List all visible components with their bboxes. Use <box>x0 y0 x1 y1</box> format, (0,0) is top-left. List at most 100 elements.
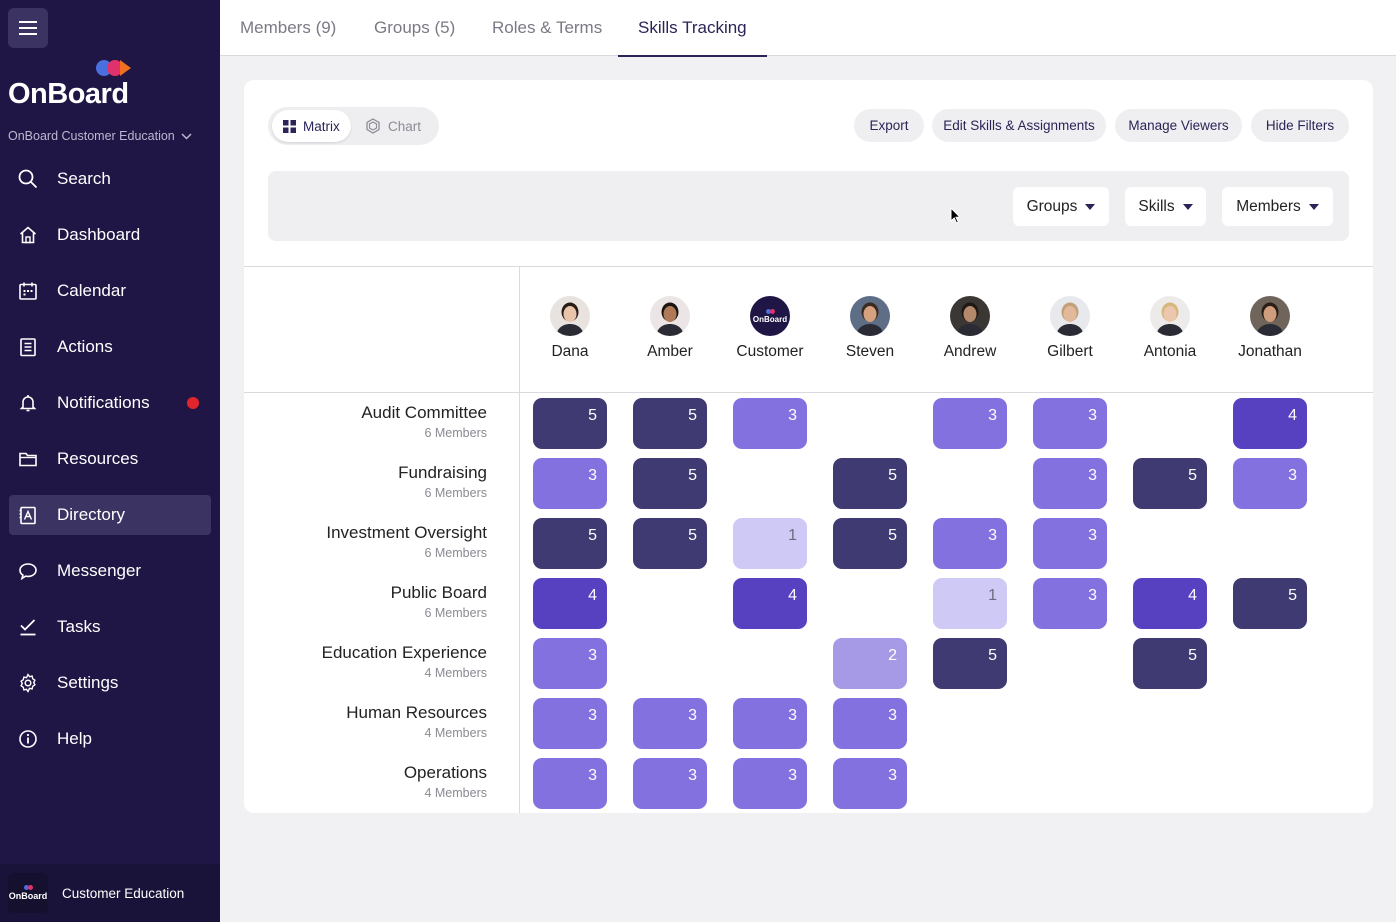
skill-score-cell[interactable]: 3 <box>1033 398 1107 449</box>
skill-score-cell[interactable]: 3 <box>533 758 607 809</box>
chevron-down-icon <box>181 132 192 140</box>
directory-icon <box>18 505 38 525</box>
skill-score-cell[interactable]: 3 <box>1033 518 1107 569</box>
hexagon-icon <box>366 118 380 134</box>
sidebar-item-notifications[interactable]: Notifications <box>0 375 220 431</box>
export-button[interactable]: Export <box>854 109 924 142</box>
skill-score-cell[interactable]: 3 <box>633 698 707 749</box>
sidebar-item-search[interactable]: Search <box>0 151 220 207</box>
skill-score-cell[interactable]: 3 <box>933 398 1007 449</box>
manage-viewers-button[interactable]: Manage Viewers <box>1115 109 1242 142</box>
sidebar-item-label: Directory <box>57 505 126 524</box>
skill-row-label: Education Experience 4 Members <box>244 643 487 680</box>
skill-score-cell[interactable]: 3 <box>1033 458 1107 509</box>
hide-filters-button[interactable]: Hide Filters <box>1251 109 1349 142</box>
skill-score-cell[interactable]: 3 <box>933 518 1007 569</box>
info-icon <box>18 729 38 749</box>
skill-score-cell[interactable]: 4 <box>533 578 607 629</box>
hamburger-menu-button[interactable] <box>8 8 48 48</box>
skill-score-cell[interactable]: 5 <box>1233 578 1307 629</box>
members-filter-dropdown[interactable]: Members <box>1222 187 1333 226</box>
skill-score-cell[interactable]: 3 <box>633 758 707 809</box>
skill-score-cell[interactable]: 3 <box>1233 458 1307 509</box>
edit-skills-button[interactable]: Edit Skills & Assignments <box>932 109 1106 142</box>
skill-score-cell[interactable]: 5 <box>533 518 607 569</box>
groups-filter-dropdown[interactable]: Groups <box>1013 187 1109 226</box>
sidebar-item-calendar[interactable]: Calendar <box>0 263 220 319</box>
view-toggle: Matrix Chart <box>268 107 439 145</box>
person-avatar <box>850 296 890 336</box>
tab-members[interactable]: Members (9) <box>240 18 337 37</box>
member-column-header[interactable]: Steven <box>820 296 920 361</box>
skill-score-cell[interactable]: 4 <box>1133 578 1207 629</box>
sidebar-item-tasks[interactable]: Tasks <box>0 599 220 655</box>
skill-score-cell[interactable]: 5 <box>633 458 707 509</box>
skill-score-cell[interactable]: 3 <box>533 458 607 509</box>
skill-member-count: 6 Members <box>424 426 487 440</box>
skill-member-count: 4 Members <box>424 666 487 680</box>
member-name: Gilbert <box>1047 343 1093 360</box>
skills-filter-dropdown[interactable]: Skills <box>1125 187 1206 226</box>
skill-score-cell[interactable]: 5 <box>1133 638 1207 689</box>
org-name: OnBoard Customer Education <box>8 129 175 143</box>
skill-score-cell[interactable]: 1 <box>733 518 807 569</box>
tab-skills-tracking[interactable]: Skills Tracking <box>618 0 767 57</box>
member-name: Amber <box>647 343 693 360</box>
sidebar-item-actions[interactable]: Actions <box>0 319 220 375</box>
skill-name: Public Board <box>390 583 487 602</box>
skill-score-cell[interactable]: 3 <box>733 398 807 449</box>
divider <box>244 266 1373 267</box>
skill-score-cell[interactable]: 3 <box>833 758 907 809</box>
tab-roles-terms[interactable]: Roles & Terms <box>492 18 603 37</box>
skill-name: Human Resources <box>346 703 487 722</box>
matrix-view-button[interactable]: Matrix <box>272 110 351 142</box>
skill-score-cell[interactable]: 5 <box>833 458 907 509</box>
sidebar-item-label: Messenger <box>57 561 142 580</box>
member-column-header[interactable]: OnBoard Customer <box>720 296 820 361</box>
member-column-header[interactable]: Gilbert <box>1020 296 1120 361</box>
skill-name: Audit Committee <box>361 403 487 422</box>
member-column-header[interactable]: Andrew <box>920 296 1020 361</box>
sidebar-item-resources[interactable]: Resources <box>0 431 220 487</box>
skill-member-count: 6 Members <box>424 546 487 560</box>
account-switcher[interactable]: OnBoard Customer Education <box>0 864 220 922</box>
skill-score-cell[interactable]: 1 <box>933 578 1007 629</box>
skill-member-count: 6 Members <box>424 606 487 620</box>
sidebar-item-settings[interactable]: Settings <box>0 655 220 711</box>
member-column-header[interactable]: Dana <box>520 296 620 361</box>
skill-score-cell[interactable]: 3 <box>533 638 607 689</box>
sidebar-item-messenger[interactable]: Messenger <box>0 543 220 599</box>
member-column-header[interactable]: Antonia <box>1120 296 1220 361</box>
skill-score-cell[interactable]: 4 <box>1233 398 1307 449</box>
sidebar-item-dashboard[interactable]: Dashboard <box>0 207 220 263</box>
skill-score-cell[interactable]: 5 <box>1133 458 1207 509</box>
skill-score-cell[interactable]: 5 <box>633 518 707 569</box>
skill-score-cell[interactable]: 3 <box>733 698 807 749</box>
skill-score-cell[interactable]: 4 <box>733 578 807 629</box>
sidebar-item-label: Notifications <box>57 393 150 412</box>
skill-score-cell[interactable]: 5 <box>833 518 907 569</box>
tab-groups[interactable]: Groups (5) <box>374 18 456 37</box>
org-switcher[interactable]: OnBoard Customer Education <box>8 129 192 143</box>
person-avatar <box>1050 296 1090 336</box>
skill-row-label: Public Board 6 Members <box>244 583 487 620</box>
chart-view-button[interactable]: Chart <box>354 110 432 142</box>
tab-bar: Members (9) Groups (5) Roles & Terms Ski… <box>220 0 1396 57</box>
skill-score-cell[interactable]: 5 <box>933 638 1007 689</box>
skill-score-cell[interactable]: 3 <box>533 698 607 749</box>
sidebar-item-directory[interactable]: Directory <box>0 487 220 543</box>
member-column-header[interactable]: Amber <box>620 296 720 361</box>
skill-score-cell[interactable]: 2 <box>833 638 907 689</box>
caret-down-icon <box>1085 203 1096 210</box>
chart-label: Chart <box>388 118 422 134</box>
skill-score-cell[interactable]: 3 <box>1033 578 1107 629</box>
skill-score-cell[interactable]: 5 <box>633 398 707 449</box>
sidebar-item-help[interactable]: Help <box>0 711 220 767</box>
person-avatar <box>550 296 590 336</box>
skill-score-cell[interactable]: 3 <box>833 698 907 749</box>
skill-score-cell[interactable]: 3 <box>733 758 807 809</box>
member-column-header[interactable]: Jonathan <box>1220 296 1320 361</box>
sidebar-item-label: Search <box>57 169 111 188</box>
skill-score-cell[interactable]: 5 <box>533 398 607 449</box>
member-name: Dana <box>551 343 589 360</box>
